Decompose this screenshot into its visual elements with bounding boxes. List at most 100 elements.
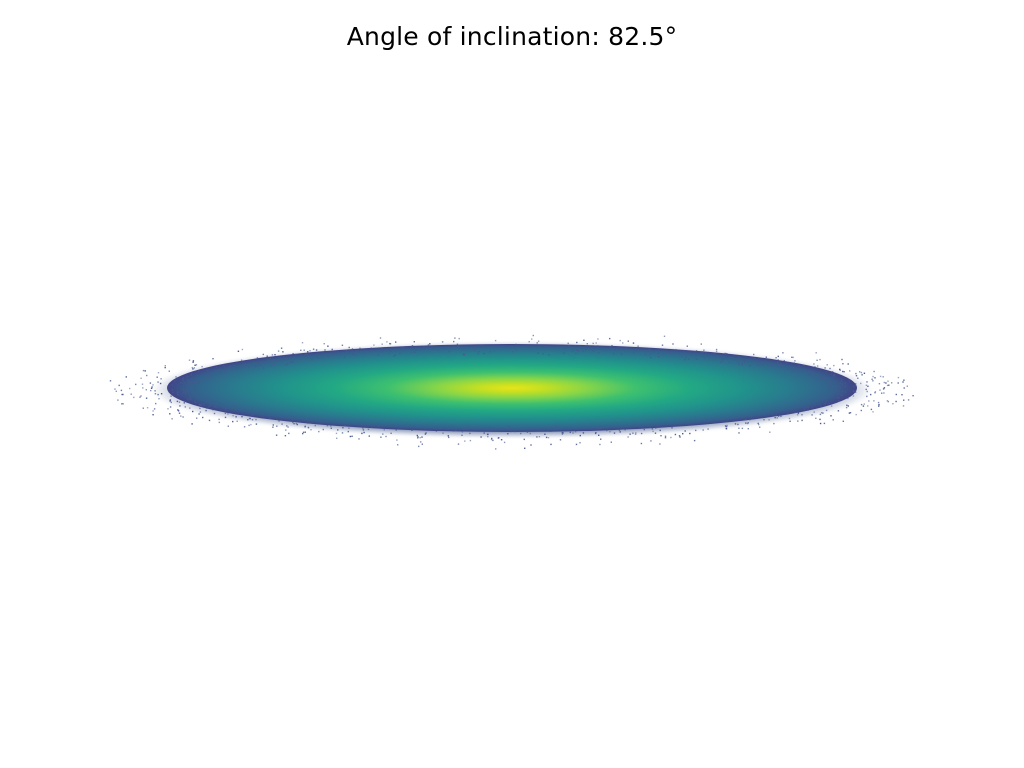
speckle xyxy=(373,344,375,346)
speckle xyxy=(287,357,289,360)
speckle xyxy=(217,368,220,370)
speckle xyxy=(860,371,863,374)
speckle xyxy=(342,427,344,429)
speckle xyxy=(457,345,459,347)
speckle xyxy=(866,390,868,393)
speckle xyxy=(616,347,619,349)
speckle xyxy=(888,384,890,386)
speckle xyxy=(764,414,766,416)
speckle xyxy=(849,370,851,372)
speckle xyxy=(657,356,660,358)
speckle xyxy=(849,412,852,414)
speckle xyxy=(262,367,265,369)
speckle xyxy=(196,417,198,419)
speckle xyxy=(825,409,828,412)
speckle xyxy=(252,413,254,415)
speckle xyxy=(259,362,261,364)
speckle xyxy=(600,438,602,440)
speckle xyxy=(906,385,908,387)
speckle xyxy=(292,421,294,424)
speckle xyxy=(416,434,418,437)
speckle xyxy=(583,339,585,341)
speckle xyxy=(248,417,251,420)
speckle xyxy=(867,405,869,407)
speckle xyxy=(262,415,264,417)
speckle xyxy=(191,392,193,394)
speckle xyxy=(403,348,405,350)
speckle xyxy=(797,420,799,422)
speckle xyxy=(301,342,304,344)
speckle xyxy=(659,429,661,432)
speckle xyxy=(609,337,611,340)
speckle xyxy=(206,373,209,375)
speckle xyxy=(650,356,652,359)
speckle xyxy=(462,353,465,356)
speckle xyxy=(389,342,391,345)
speckle xyxy=(190,398,192,400)
speckle xyxy=(150,387,153,389)
speckle xyxy=(186,375,188,378)
speckle xyxy=(678,435,681,437)
speckle xyxy=(175,376,177,378)
speckle xyxy=(686,345,688,347)
speckle xyxy=(872,411,874,413)
speckle xyxy=(367,426,369,429)
speckle xyxy=(170,401,172,404)
speckle xyxy=(347,430,349,433)
speckle xyxy=(756,359,758,362)
speckle xyxy=(214,368,217,371)
speckle xyxy=(878,405,880,407)
speckle xyxy=(281,423,283,425)
speckle xyxy=(345,349,348,352)
speckle xyxy=(247,419,249,421)
speckle xyxy=(721,359,724,361)
speckle xyxy=(208,406,210,408)
speckle xyxy=(262,353,264,356)
speckle xyxy=(515,349,518,351)
speckle xyxy=(215,366,218,369)
speckle xyxy=(857,377,859,379)
speckle xyxy=(750,416,753,418)
speckle xyxy=(271,359,274,361)
speckle xyxy=(302,431,305,433)
speckle xyxy=(424,433,427,435)
speckle xyxy=(448,351,450,353)
speckle xyxy=(479,345,481,348)
speckle xyxy=(819,413,822,416)
speckle xyxy=(263,361,266,364)
speckle xyxy=(120,389,123,392)
speckle xyxy=(874,392,876,394)
speckle xyxy=(831,380,833,383)
speckle xyxy=(154,393,157,395)
speckle xyxy=(224,416,227,419)
speckle xyxy=(629,433,631,435)
speckle xyxy=(233,364,235,367)
speckle xyxy=(140,377,142,379)
speckle xyxy=(456,343,459,345)
speckle xyxy=(825,379,828,381)
speckle xyxy=(834,389,836,391)
speckle xyxy=(212,409,214,411)
speckle xyxy=(287,426,289,428)
speckle xyxy=(245,365,248,367)
speckle xyxy=(216,370,218,372)
speckle xyxy=(236,420,238,422)
speckle xyxy=(903,399,905,401)
speckle xyxy=(428,346,431,348)
speckle xyxy=(619,431,621,433)
speckle xyxy=(776,417,778,419)
speckle xyxy=(654,432,657,434)
speckle xyxy=(145,389,147,391)
speckle xyxy=(271,354,274,356)
speckle xyxy=(457,443,460,445)
speckle xyxy=(777,363,780,365)
speckle xyxy=(441,341,444,343)
speckle xyxy=(815,417,817,419)
speckle xyxy=(664,437,667,439)
speckle xyxy=(794,411,796,413)
speckle xyxy=(171,384,173,386)
speckle xyxy=(216,406,218,409)
speckle xyxy=(871,378,873,380)
speckle xyxy=(363,424,366,427)
speckle xyxy=(185,393,187,395)
